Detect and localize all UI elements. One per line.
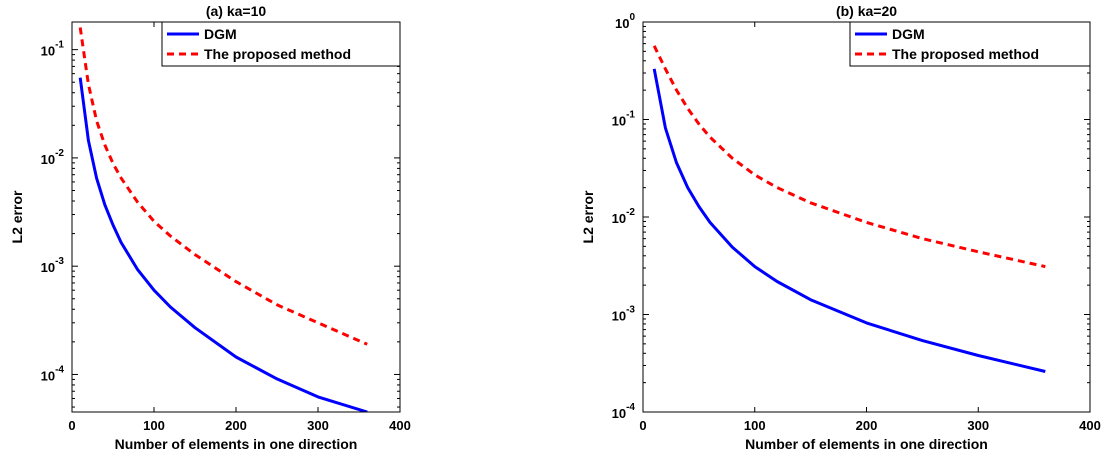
- y-tick-label: 10-3: [612, 305, 636, 324]
- plot-area: 0 100 200 300 400 10-4 10-3 10-2 10-1 100: [612, 12, 1101, 433]
- y-axis-label: L2 error: [9, 190, 25, 243]
- x-tick-label: 100: [143, 418, 165, 433]
- chart-panel-b: (b) ka=20 Number of elements in one dire…: [580, 3, 1101, 452]
- series-line-dgm: [652, 68, 1046, 373]
- legend-label-dgm: DGM: [892, 26, 925, 42]
- series-line-proposed: [78, 27, 368, 346]
- y-tick-label: 100: [615, 12, 635, 31]
- legend-label-proposed: The proposed method: [204, 46, 351, 62]
- x-tick-label: 300: [307, 418, 329, 433]
- chart-title: (a) ka=10: [206, 3, 267, 19]
- x-tick-label: 400: [389, 418, 411, 433]
- legend: DGM The proposed method: [161, 21, 401, 67]
- y-tick-label: 10-2: [612, 207, 636, 226]
- chart-panel-a: (a) ka=10 Number of elements in one dire…: [9, 3, 411, 452]
- y-tick-label: 10-4: [41, 364, 65, 383]
- x-tick-label: 100: [744, 418, 766, 433]
- series-line-dgm: [78, 77, 368, 412]
- y-tick-label: 10-4: [612, 402, 636, 421]
- y-axis-label: L2 error: [580, 190, 596, 243]
- axes-frame: [642, 21, 1091, 413]
- legend: DGM The proposed method: [849, 21, 1091, 67]
- plot-area: 0 100 200 300 400 10-4 10-3 10-2 10-1: [41, 21, 411, 433]
- series-line-proposed: [652, 45, 1046, 269]
- x-tick-label: 300: [967, 418, 989, 433]
- y-tick-label: 10-1: [41, 40, 65, 59]
- y-tick-label: 10-3: [41, 256, 65, 275]
- x-tick-label: 200: [856, 418, 878, 433]
- x-tick-label: 400: [1079, 418, 1101, 433]
- legend-label-proposed: The proposed method: [892, 46, 1039, 62]
- x-axis-label: Number of elements in one direction: [115, 436, 358, 452]
- axes-frame: [71, 21, 401, 413]
- x-axis-label: Number of elements in one direction: [745, 436, 988, 452]
- y-tick-label: 10-1: [612, 110, 636, 129]
- x-tick-label: 0: [68, 418, 75, 433]
- legend-box: [161, 21, 401, 67]
- legend-box: [849, 21, 1091, 67]
- chart-title: (b) ka=20: [836, 3, 897, 19]
- x-tick-label: 200: [225, 418, 247, 433]
- x-tick-label: 0: [639, 418, 646, 433]
- y-tick-label: 10-2: [41, 148, 65, 167]
- legend-label-dgm: DGM: [204, 26, 237, 42]
